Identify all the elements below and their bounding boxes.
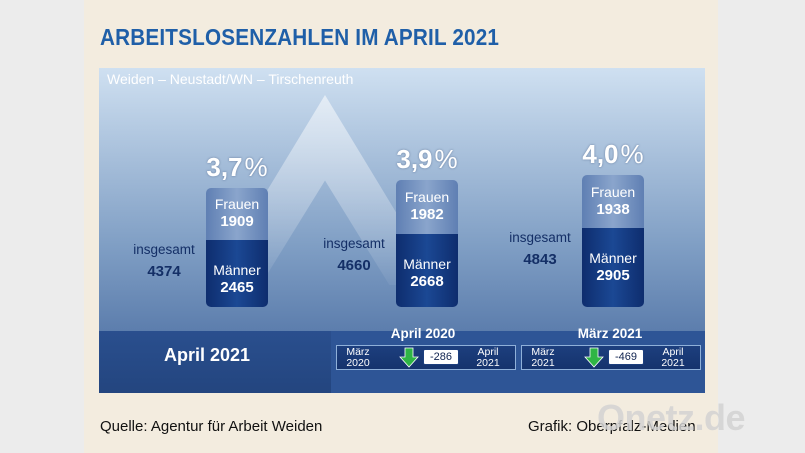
total-label-3: insgesamt 4843 bbox=[500, 229, 580, 268]
frauen-label-2: Frauen 1982 bbox=[396, 189, 458, 223]
base-period-block bbox=[99, 331, 331, 393]
rate-label-1: 3,7% bbox=[196, 152, 278, 183]
comparison-box-1: März 2020 -286 April 2021 bbox=[336, 345, 516, 370]
total-value: 4374 bbox=[147, 263, 181, 280]
frauen-series-name: Frauen bbox=[590, 184, 636, 200]
bar-frauen-2 bbox=[396, 180, 458, 234]
frauen-value: 1938 bbox=[596, 201, 630, 218]
total-value: 4660 bbox=[337, 257, 371, 274]
comparison-to: April 2021 bbox=[661, 346, 685, 369]
source-credit: Quelle: Agentur für Arbeit Weiden bbox=[100, 418, 323, 435]
frauen-label-3: Frauen 1938 bbox=[582, 184, 644, 218]
maenner-label-1: Männer 2465 bbox=[206, 262, 268, 296]
total-value: 4843 bbox=[523, 251, 557, 268]
comparison-delta: -286 bbox=[423, 349, 459, 365]
percent-sign: % bbox=[244, 152, 268, 182]
total-label-2: insgesamt 4660 bbox=[314, 235, 394, 274]
site-logo-watermark: Onetz.de bbox=[597, 397, 746, 438]
bar-maenner-2 bbox=[396, 234, 458, 307]
frauen-value: 1982 bbox=[410, 206, 444, 223]
comparison-title-2: März 2021 bbox=[577, 326, 643, 341]
comparison-delta: -469 bbox=[608, 349, 644, 365]
bar-maenner-1 bbox=[206, 240, 268, 307]
total-caption: insgesamt bbox=[323, 236, 385, 251]
base-period-label: April 2021 bbox=[163, 345, 251, 365]
maenner-label-3: Männer 2905 bbox=[582, 250, 644, 284]
percent-sign: % bbox=[434, 144, 458, 174]
maenner-value: 2668 bbox=[410, 273, 444, 290]
comparison-box-2: März 2021 -469 April 2021 bbox=[521, 345, 701, 370]
frauen-value: 1909 bbox=[220, 213, 254, 230]
maenner-series-name: Männer bbox=[403, 256, 451, 272]
total-label-1: insgesamt 4374 bbox=[124, 241, 204, 280]
percent-sign: % bbox=[620, 139, 644, 169]
maenner-value: 2465 bbox=[220, 279, 254, 296]
bar-maenner-3 bbox=[582, 228, 644, 307]
comparison-from: März 2021 bbox=[531, 346, 555, 369]
total-caption: insgesamt bbox=[133, 242, 195, 257]
comparison-to: April 2021 bbox=[476, 346, 500, 369]
rate-label-3: 4,0% bbox=[572, 139, 654, 170]
frauen-series-name: Frauen bbox=[404, 189, 450, 205]
chart-subtitle: Weiden – Neustadt/WN – Tirschenreuth bbox=[107, 71, 354, 87]
rate-value: 3,7 bbox=[206, 152, 243, 182]
bar-frauen-1 bbox=[206, 188, 268, 240]
arrow-down-icon bbox=[584, 347, 604, 368]
maenner-series-name: Männer bbox=[589, 250, 637, 266]
rate-label-2: 3,9% bbox=[386, 144, 468, 175]
maenner-label-2: Männer 2668 bbox=[396, 256, 458, 290]
maenner-value: 2905 bbox=[596, 267, 630, 284]
comparison-title-1: April 2020 bbox=[390, 326, 456, 341]
comparison-from: März 2020 bbox=[346, 346, 370, 369]
graphic-credit: Grafik: Oberpfalz-Medien bbox=[528, 418, 696, 435]
total-caption: insgesamt bbox=[509, 230, 571, 245]
frauen-label-1: Frauen 1909 bbox=[206, 196, 268, 230]
frauen-series-name: Frauen bbox=[214, 196, 260, 212]
page-title: ARBEITSLOSENZAHLEN IM APRIL 2021 bbox=[100, 24, 500, 50]
bar-frauen-3 bbox=[582, 175, 644, 228]
rate-value: 4,0 bbox=[582, 139, 619, 169]
arrow-down-icon bbox=[399, 347, 419, 368]
maenner-series-name: Männer bbox=[213, 262, 261, 278]
rate-value: 3,9 bbox=[396, 144, 433, 174]
